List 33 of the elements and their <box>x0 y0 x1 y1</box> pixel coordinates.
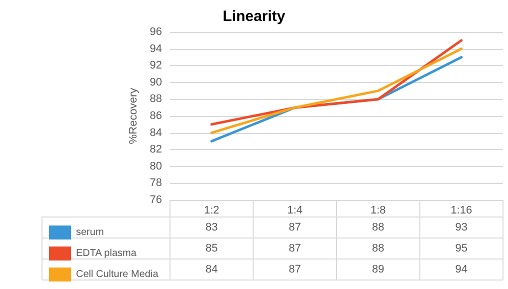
y-tick-label: 80 <box>150 160 162 172</box>
data-label: 84 <box>206 264 218 276</box>
y-tick-label: 82 <box>150 144 162 156</box>
y-tick-label: 86 <box>150 110 162 122</box>
data-label: 87 <box>288 222 301 234</box>
y-tick-label: 92 <box>150 60 162 72</box>
data-label: 89 <box>372 264 384 276</box>
y-tick-label: 90 <box>150 76 162 88</box>
y-tick-label: 78 <box>150 177 162 190</box>
x-tick-label: 1:16 <box>450 204 472 216</box>
y-tick-label: 94 <box>150 42 162 55</box>
data-label: 87 <box>288 242 301 254</box>
data-label: 85 <box>206 242 218 254</box>
y-tick-label: 76 <box>150 194 162 206</box>
data-label: 93 <box>455 222 468 234</box>
y-tick-label: 96 <box>150 26 162 38</box>
x-tick-label: 1:4 <box>287 204 303 216</box>
y-axis-title: %Recovery <box>127 87 140 144</box>
legend-label: Cell Culture Media <box>76 269 159 280</box>
data-label: 88 <box>372 222 384 234</box>
line-series <box>210 48 463 134</box>
data-label: 95 <box>455 242 468 254</box>
y-tick-label: 84 <box>150 126 162 139</box>
data-label: 83 <box>206 222 218 234</box>
data-label: 88 <box>372 242 384 254</box>
x-tick-label: 1:2 <box>204 204 220 216</box>
data-label: 94 <box>455 264 468 276</box>
legend-label: serum <box>76 227 104 238</box>
data-label: 87 <box>288 264 301 276</box>
x-tick-label: 1:8 <box>370 204 386 216</box>
y-tick-label: 88 <box>150 93 162 106</box>
chart-title: Linearity <box>222 8 286 25</box>
legend-label: EDTA plasma <box>76 248 137 259</box>
